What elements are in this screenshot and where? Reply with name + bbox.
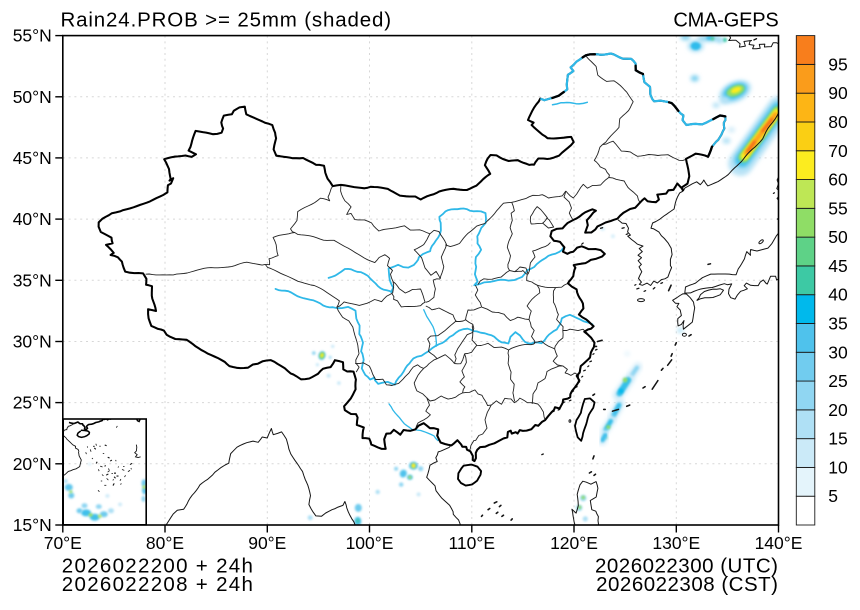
svg-text:50°N: 50°N — [13, 87, 52, 107]
svg-text:Rain24.PROB >= 25mm (shaded): Rain24.PROB >= 25mm (shaded) — [61, 9, 392, 32]
svg-text:30: 30 — [828, 342, 848, 362]
svg-text:35: 35 — [828, 313, 847, 333]
svg-text:40°N: 40°N — [13, 209, 52, 229]
svg-text:55: 55 — [828, 198, 847, 218]
svg-text:25: 25 — [828, 371, 847, 391]
svg-text:100°E: 100°E — [346, 533, 394, 553]
svg-text:95: 95 — [828, 54, 847, 74]
svg-text:140°E: 140°E — [755, 533, 803, 553]
svg-text:20°N: 20°N — [13, 454, 52, 474]
svg-text:40: 40 — [828, 285, 848, 305]
svg-text:30°N: 30°N — [13, 332, 52, 352]
svg-text:15: 15 — [828, 429, 847, 449]
svg-text:2026022200 + 24h: 2026022200 + 24h — [62, 555, 254, 578]
svg-text:120°E: 120°E — [550, 533, 598, 553]
svg-text:2026022208 + 24h: 2026022208 + 24h — [62, 573, 254, 596]
svg-text:35°N: 35°N — [13, 270, 52, 290]
svg-text:70: 70 — [828, 141, 848, 161]
svg-text:5: 5 — [828, 486, 838, 506]
svg-text:25°N: 25°N — [13, 393, 52, 413]
svg-text:90: 90 — [828, 83, 848, 103]
svg-text:45°N: 45°N — [13, 148, 52, 168]
svg-text:55°N: 55°N — [13, 26, 52, 46]
svg-text:2026022308 (CST): 2026022308 (CST) — [596, 573, 778, 596]
svg-text:80: 80 — [828, 112, 848, 132]
svg-text:CMA-GEPS: CMA-GEPS — [673, 10, 778, 32]
svg-text:90°E: 90°E — [248, 533, 286, 553]
svg-text:50: 50 — [828, 227, 848, 247]
svg-text:2026022300 (UTC): 2026022300 (UTC) — [595, 555, 779, 578]
svg-text:10: 10 — [828, 457, 848, 477]
svg-text:130°E: 130°E — [652, 533, 700, 553]
svg-text:70°E: 70°E — [44, 533, 82, 553]
svg-text:110°E: 110°E — [449, 533, 496, 553]
svg-text:20: 20 — [828, 400, 848, 420]
svg-text:80°E: 80°E — [146, 533, 184, 553]
svg-text:45: 45 — [828, 256, 847, 276]
svg-text:15°N: 15°N — [13, 515, 52, 535]
svg-text:60: 60 — [828, 170, 848, 190]
